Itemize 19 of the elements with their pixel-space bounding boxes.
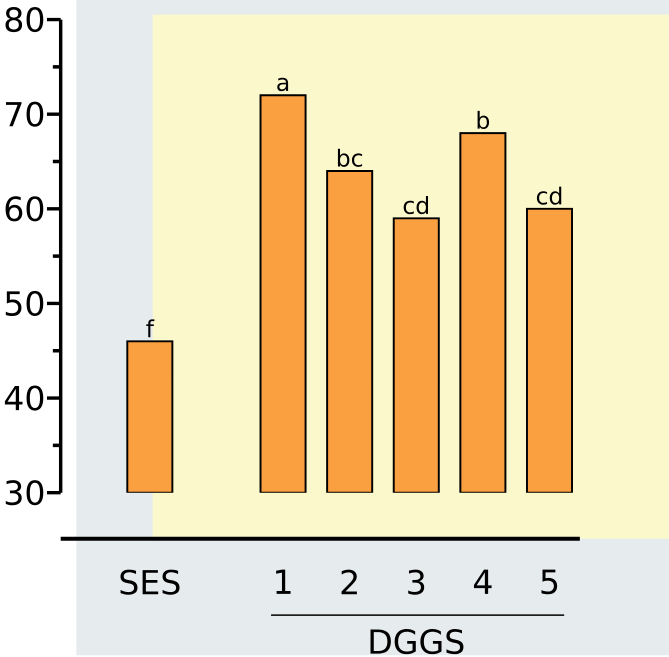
x-tick-label: SES: [120, 569, 180, 595]
data-label: b: [478, 110, 490, 129]
x-tick-label: 5: [542, 569, 558, 594]
y-tick-label: 80: [6, 6, 44, 32]
data-label: bc: [338, 148, 362, 167]
y-tick-label: 70: [6, 101, 44, 127]
text: DGGS: [370, 628, 464, 654]
x-tick-label: 2: [342, 569, 357, 594]
data-label: cd: [404, 196, 428, 214]
x-tick-label: 3: [408, 569, 424, 595]
y-tick-label: 40: [4, 385, 44, 410]
data-label: a: [277, 78, 288, 91]
data-label: cd: [536, 186, 562, 205]
x-tick-label: 1: [276, 569, 291, 594]
y-tick-label: 50: [6, 290, 44, 316]
y-tick-label: 60: [6, 196, 44, 222]
y-tick-label: 30: [6, 480, 44, 506]
x-tick-label: 4: [474, 569, 492, 594]
data-label: f: [146, 319, 154, 337]
